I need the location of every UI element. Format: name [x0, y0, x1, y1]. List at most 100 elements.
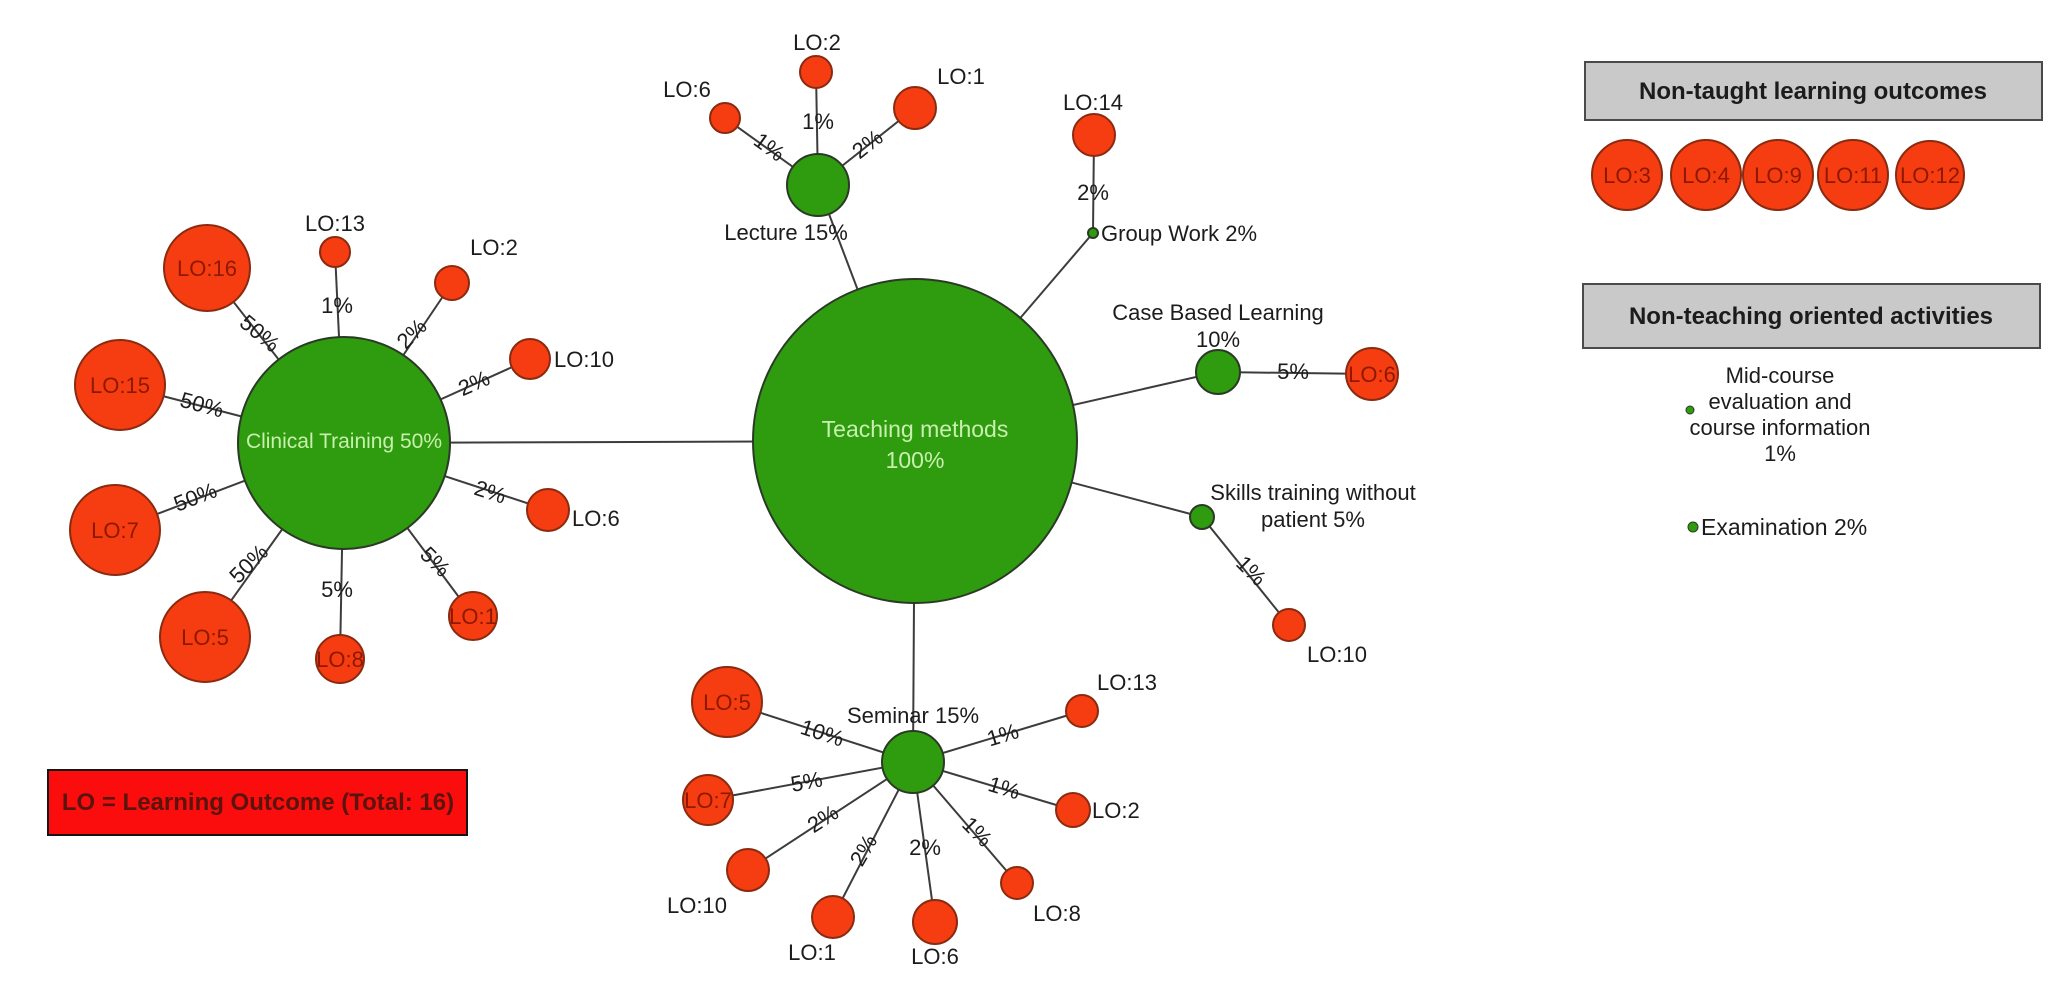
- non-teaching-header-box: [1582, 283, 2041, 349]
- node-casebased: [1195, 349, 1241, 395]
- node-label-cl_lo1: LO:1: [449, 604, 497, 629]
- node-groupwork: [1087, 227, 1099, 239]
- non-taught-circle-lo12: [1895, 140, 1965, 210]
- edge-weight-label-seminar-sem_lo13: 1%: [984, 718, 1022, 751]
- mid-course-label: evaluation and: [1708, 389, 1851, 414]
- examination-dot: [1687, 521, 1699, 533]
- edge-weight-label-seminar-sem_lo2: 1%: [985, 771, 1023, 804]
- node-label-cl_lo13: LO:13: [305, 211, 365, 236]
- node-sk_lo10: [1272, 608, 1306, 642]
- node-seminar: [881, 730, 945, 794]
- node-label-teaching: Teaching methods: [822, 416, 1009, 442]
- node-label-cl_lo5: LO:5: [181, 625, 229, 650]
- non-taught-header-box: [1584, 61, 2043, 121]
- node-label-sem_lo10: LO:10: [667, 893, 727, 918]
- node-sem_lo2: [1055, 792, 1091, 828]
- node-label-sem_lo6: LO:6: [911, 944, 959, 969]
- edge-weight-label-seminar-sem_lo10: 2%: [803, 800, 843, 838]
- node-sem_lo5: [691, 666, 763, 738]
- non-taught-circle-lo3: [1591, 139, 1663, 211]
- node-cl_lo13: [319, 236, 351, 268]
- node-skills: [1189, 504, 1215, 530]
- edge-weight-label-clinical-cl_lo5: 50%: [224, 539, 273, 588]
- node-label-sem_lo13: LO:13: [1097, 670, 1157, 695]
- examination-label: Examination 2%: [1701, 514, 1867, 540]
- edge-weight-label-seminar-sem_lo8: 1%: [957, 812, 997, 852]
- node-cl_lo16: [163, 224, 251, 312]
- node-cl_lo7: [69, 484, 161, 576]
- node-label-teaching: 100%: [886, 447, 945, 473]
- edge-weight-label-clinical-cl_lo15: 50%: [177, 387, 226, 423]
- node-label-lecture: Lecture 15%: [724, 220, 848, 245]
- edge-weight-label-seminar-sem_lo1: 2%: [845, 830, 883, 870]
- node-label-seminar: Seminar 15%: [847, 703, 979, 728]
- node-label-cl_lo6: LO:6: [572, 506, 620, 531]
- nodes-layer: [69, 55, 1399, 945]
- node-label-sem_lo7: LO:7: [684, 788, 732, 813]
- lo-note-box: [47, 769, 468, 836]
- non-taught-circle-label: LO:3: [1603, 163, 1651, 188]
- node-label-cl_lo2: LO:2: [470, 235, 518, 260]
- edge-seminar-sem_lo10: [747, 761, 914, 871]
- node-label-lec_lo2: LO:2: [793, 30, 841, 55]
- node-sem_lo7: [682, 774, 734, 826]
- node-label-cl_lo7: LO:7: [91, 518, 139, 543]
- node-cl_lo10: [509, 338, 551, 380]
- node-sem_lo10: [726, 848, 770, 892]
- node-label-lec_lo1: LO:1: [937, 64, 985, 89]
- node-sem_lo1: [811, 895, 855, 939]
- node-label-sk_lo10: LO:10: [1307, 642, 1367, 667]
- node-label-cl_lo15: LO:15: [90, 373, 150, 398]
- edge-weight-label-skills-sk_lo10: 1%: [1231, 551, 1271, 591]
- edge-weight-label-clinical-cl_lo10: 2%: [454, 365, 493, 401]
- node-teaching: [752, 278, 1078, 604]
- node-cl_lo8: [315, 634, 365, 684]
- node-label-groupwork: Group Work 2%: [1101, 221, 1257, 246]
- node-label-clinical: Clinical Training 50%: [246, 430, 442, 453]
- edge-weight-label-groupwork-gw_lo14: 2%: [1077, 180, 1109, 205]
- node-label-skills: patient 5%: [1261, 507, 1365, 532]
- node-gw_lo14: [1072, 113, 1116, 157]
- node-lec_lo1: [893, 86, 937, 130]
- node-lec_lo2: [799, 55, 833, 89]
- edge-seminar-sem_lo7: [707, 761, 914, 801]
- node-label-lec_lo6: LO:6: [663, 77, 711, 102]
- lo-note-label: LO = Learning Outcome (Total: 16): [62, 789, 454, 816]
- edge-weight-label-clinical-cl_lo8: 5%: [321, 577, 353, 602]
- node-label-cb_lo6: LO:6: [1348, 362, 1396, 387]
- node-labels-layer: Teaching methods 100% Clinical Training 50…: [90, 30, 1416, 969]
- edge-weight-label-seminar-sem_lo6: 2%: [909, 835, 941, 860]
- node-sem_lo13: [1065, 694, 1099, 728]
- node-cl_lo2: [434, 265, 470, 301]
- node-label-sem_lo1: LO:1: [788, 940, 836, 965]
- node-label-casebased: Case Based Learning: [1112, 300, 1324, 325]
- edge-weight-label-clinical-cl_lo13: 1%: [321, 293, 353, 318]
- edge-weight-label-clinical-cl_lo16: 50%: [235, 310, 285, 357]
- node-lec_lo6: [709, 102, 741, 134]
- non-taught-circle-lo4: [1670, 139, 1742, 211]
- edge-weight-label-seminar-sem_lo5: 10%: [798, 714, 848, 751]
- node-label-casebased: 10%: [1196, 327, 1240, 352]
- edge-weight-label-seminar-sem_lo7: 5%: [789, 766, 825, 797]
- node-cb_lo6: [1345, 347, 1399, 401]
- node-cl_lo1: [448, 591, 498, 641]
- non-taught-circle-label: LO:9: [1754, 163, 1802, 188]
- non-taught-circle-lo9: [1742, 139, 1814, 211]
- node-sem_lo8: [1000, 866, 1034, 900]
- non-taught-circle-label: LO:12: [1900, 163, 1960, 188]
- node-cl_lo15: [74, 339, 166, 431]
- non-taught-circle-lo11: [1817, 139, 1889, 211]
- edge-weight-label-clinical-cl_lo2: 2%: [392, 314, 432, 354]
- edge-weight-label-clinical-cl_lo6: 2%: [471, 475, 509, 509]
- node-sem_lo6: [912, 899, 958, 945]
- mid-course-dot: [1685, 405, 1695, 415]
- node-label-sem_lo5: LO:5: [703, 690, 751, 715]
- edge-weight-label-lecture-lec_lo2: 1%: [802, 109, 834, 134]
- node-label-cl_lo16: LO:16: [177, 256, 237, 281]
- node-label-sem_lo8: LO:8: [1033, 901, 1081, 926]
- node-label-cl_lo10: LO:10: [554, 347, 614, 372]
- mid-course-label: course information: [1690, 415, 1871, 440]
- node-label-skills: Skills training without: [1210, 480, 1415, 505]
